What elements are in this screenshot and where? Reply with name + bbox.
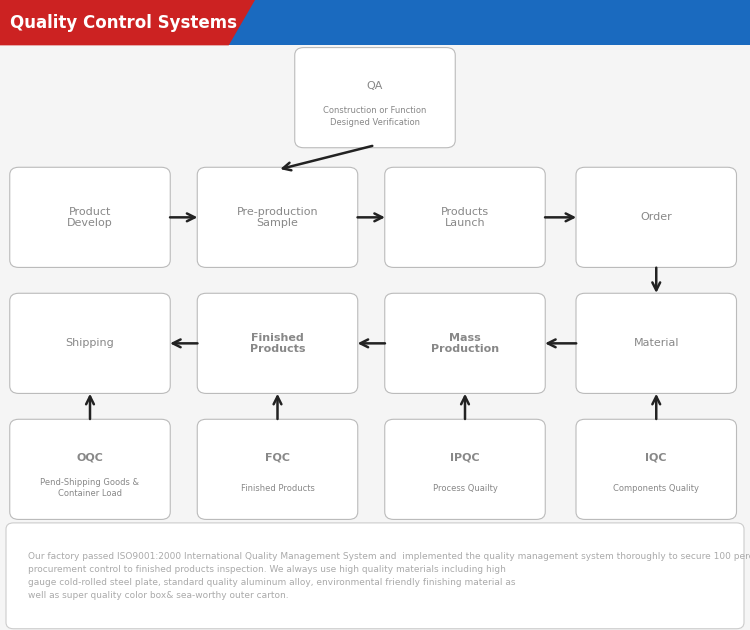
- FancyBboxPatch shape: [10, 294, 170, 393]
- Text: IQC: IQC: [646, 452, 667, 462]
- Text: Mass
Production: Mass Production: [431, 333, 499, 354]
- FancyBboxPatch shape: [385, 420, 545, 519]
- FancyBboxPatch shape: [385, 294, 545, 393]
- Text: Products
Launch: Products Launch: [441, 207, 489, 228]
- Text: Shipping: Shipping: [66, 338, 114, 348]
- Text: Quality Control Systems: Quality Control Systems: [10, 14, 237, 32]
- FancyBboxPatch shape: [6, 523, 744, 629]
- FancyBboxPatch shape: [10, 420, 170, 519]
- Text: Components Quality: Components Quality: [614, 484, 699, 493]
- Text: Finished
Products: Finished Products: [250, 333, 305, 354]
- Text: IPQC: IPQC: [450, 452, 480, 462]
- Text: Material: Material: [634, 338, 679, 348]
- Text: Order: Order: [640, 212, 672, 222]
- Text: Construction or Function
Designed Verification: Construction or Function Designed Verifi…: [323, 106, 427, 127]
- Text: QA: QA: [367, 81, 383, 91]
- Text: Pre-production
Sample: Pre-production Sample: [237, 207, 318, 228]
- FancyBboxPatch shape: [576, 420, 736, 519]
- FancyBboxPatch shape: [385, 167, 545, 267]
- FancyBboxPatch shape: [295, 48, 455, 148]
- FancyBboxPatch shape: [197, 420, 358, 519]
- Text: Our factory passed ISO9001:2000 International Quality Management System and  imp: Our factory passed ISO9001:2000 Internat…: [28, 552, 750, 600]
- FancyBboxPatch shape: [197, 167, 358, 267]
- Text: Pend-Shipping Goods &
Container Load: Pend-Shipping Goods & Container Load: [40, 478, 140, 498]
- Text: FQC: FQC: [265, 452, 290, 462]
- FancyBboxPatch shape: [10, 167, 170, 267]
- FancyBboxPatch shape: [576, 294, 736, 393]
- FancyBboxPatch shape: [576, 167, 736, 267]
- Polygon shape: [0, 0, 255, 45]
- Text: Finished Products: Finished Products: [241, 484, 314, 493]
- Text: Product
Develop: Product Develop: [68, 207, 112, 228]
- Text: OQC: OQC: [76, 452, 104, 462]
- FancyBboxPatch shape: [197, 294, 358, 393]
- Polygon shape: [0, 0, 750, 45]
- Text: Process Quailty: Process Quailty: [433, 484, 497, 493]
